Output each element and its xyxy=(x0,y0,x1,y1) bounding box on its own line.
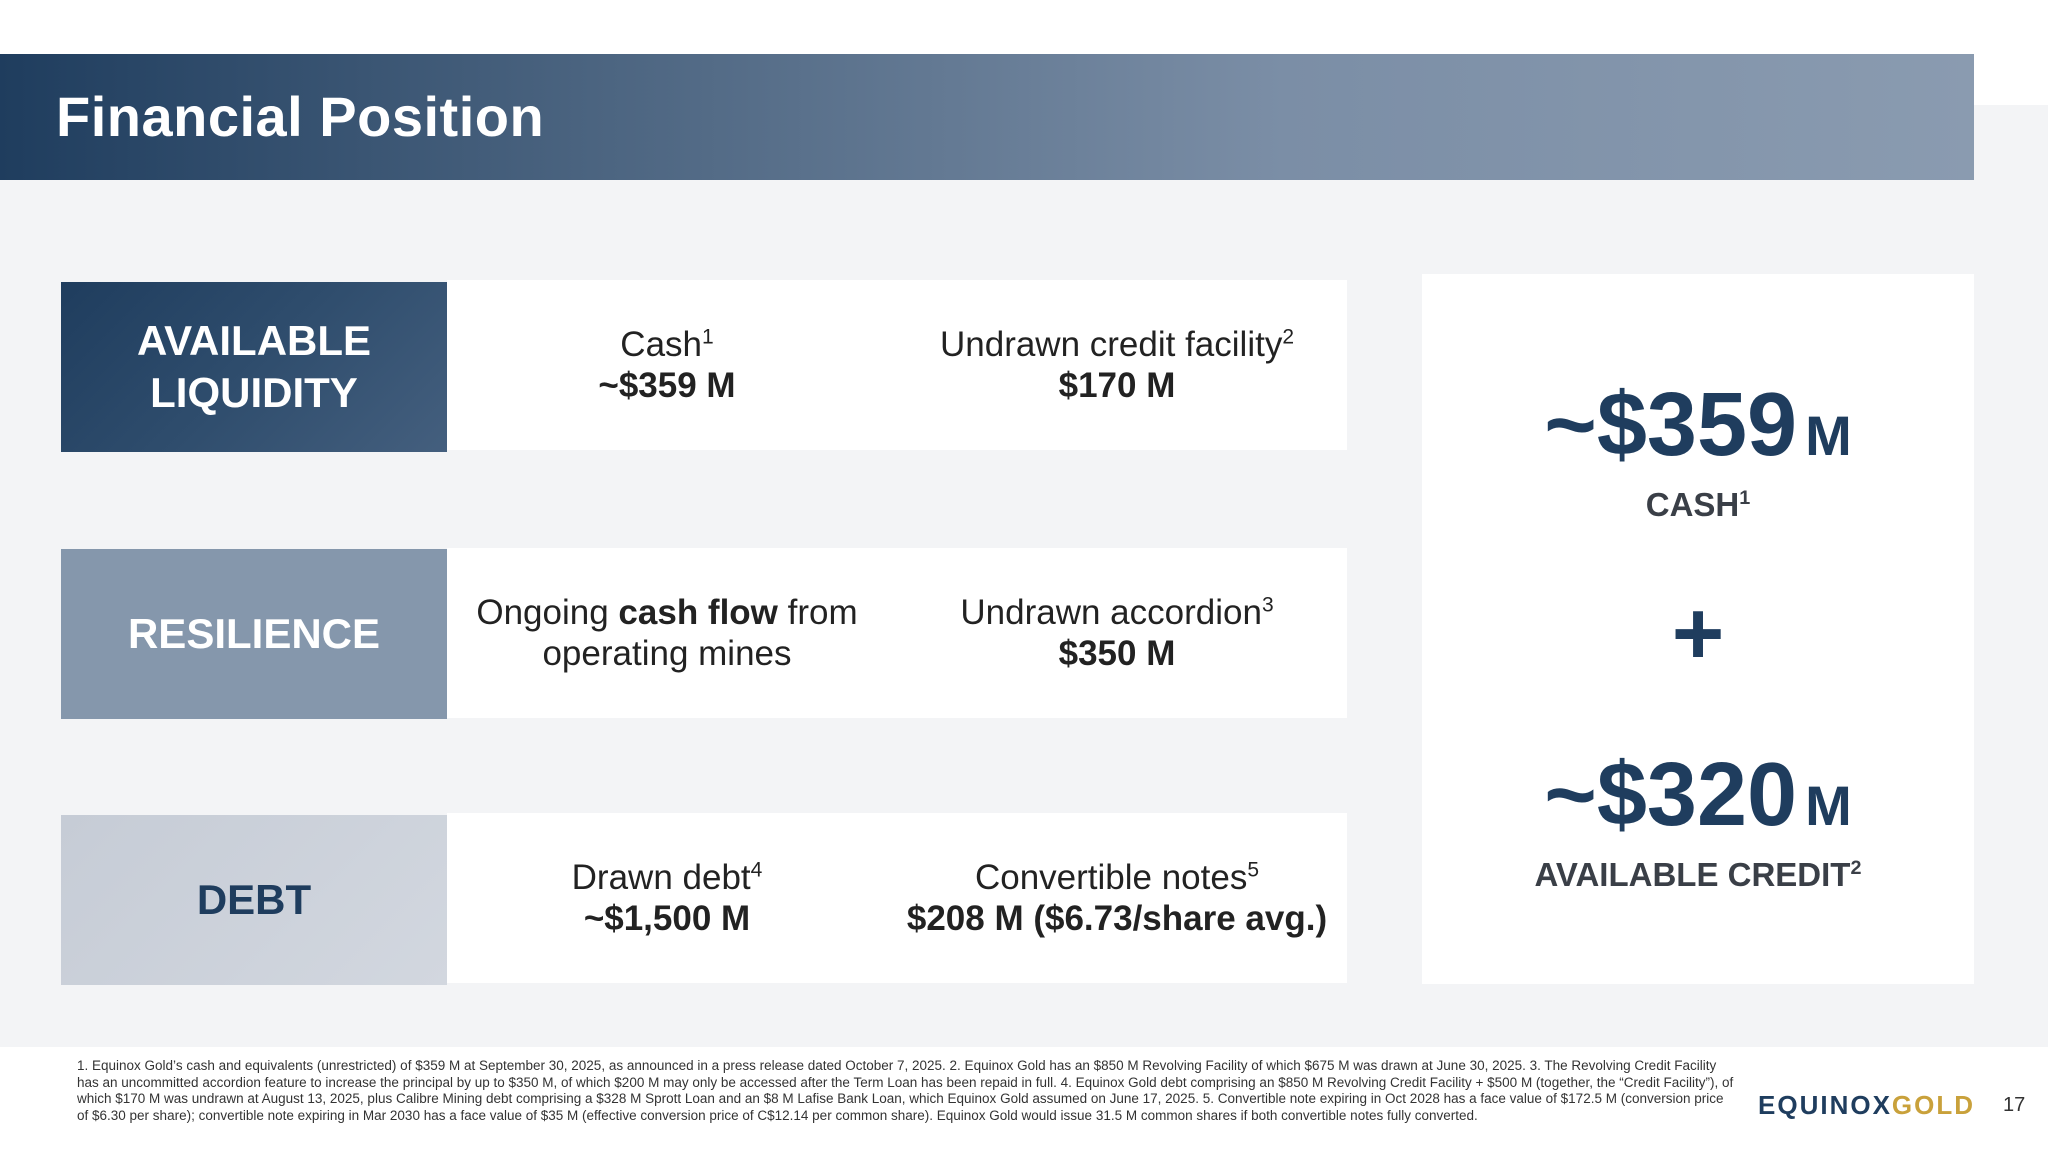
summary-credit-unit: M xyxy=(1805,774,1852,837)
cash-flow-line2: operating mines xyxy=(542,634,792,673)
convertible-notes-value: $208 M ($6.73/share avg.) xyxy=(906,899,1328,938)
page-number: 17 xyxy=(2003,1094,2026,1116)
cash-label: Cash1 xyxy=(620,325,714,364)
title-bar: Financial Position xyxy=(0,54,1974,180)
label-available-liquidity: AVAILABLE LIQUIDITY xyxy=(61,282,447,452)
undrawn-credit-facility-label: Undrawn credit facility2 xyxy=(939,325,1295,364)
summary-credit-amount: ~$320 M xyxy=(1422,744,1974,847)
cash-flow-line1: Ongoing cash flow from xyxy=(476,593,858,632)
summary-panel: ~$359 M CASH1 + ~$320 M AVAILABLE CREDIT2 xyxy=(1422,274,1974,984)
cell-undrawn-credit-facility: Undrawn credit facility2 $170 M xyxy=(887,280,1347,450)
summary-credit-value: ~$320 xyxy=(1544,745,1798,845)
row-label-text: RESILIENCE xyxy=(127,610,381,657)
cash-value: ~$359 M xyxy=(598,366,736,405)
plus-sign: + xyxy=(1671,584,1725,684)
label-resilience: RESILIENCE xyxy=(61,549,447,719)
page-title: Financial Position xyxy=(56,85,545,148)
card-debt: Drawn debt4 ~$1,500 M Convertible notes5… xyxy=(447,813,1347,983)
cell-drawn-debt: Drawn debt4 ~$1,500 M xyxy=(447,813,887,983)
cell-convertible-notes: Convertible notes5 $208 M ($6.73/share a… xyxy=(887,813,1347,983)
label-debt: DEBT xyxy=(61,815,447,985)
row-label-text: AVAILABLE LIQUIDITY xyxy=(136,317,372,416)
undrawn-accordion-label: Undrawn accordion3 xyxy=(960,593,1274,632)
undrawn-credit-facility-value: $170 M xyxy=(1058,366,1176,405)
summary-cash-value: ~$359 xyxy=(1544,375,1798,475)
cell-undrawn-accordion: Undrawn accordion3 $350 M xyxy=(887,548,1347,718)
convertible-notes-label: Convertible notes5 xyxy=(974,858,1260,897)
summary-cash-caption: CASH1 xyxy=(1645,486,1751,523)
undrawn-accordion-value: $350 M xyxy=(1058,634,1176,673)
equinox-gold-logo: EQUINOXGOLD xyxy=(1758,1090,1976,1120)
card-resilience: Ongoing cash flow from operating mines U… xyxy=(447,548,1347,718)
cell-cash: Cash1 ~$359 M xyxy=(447,280,887,450)
summary-cash-unit: M xyxy=(1805,404,1852,467)
footnotes: 1. Equinox Gold’s cash and equivalents (… xyxy=(77,1058,1734,1123)
row-label-text: DEBT xyxy=(196,876,312,923)
drawn-debt-label: Drawn debt4 xyxy=(571,858,763,897)
summary-cash-amount: ~$359 M xyxy=(1422,374,1974,477)
drawn-debt-value: ~$1,500 M xyxy=(583,899,751,938)
cell-cash-flow: Ongoing cash flow from operating mines xyxy=(447,548,887,718)
summary-credit-caption: AVAILABLE CREDIT2 xyxy=(1534,856,1862,893)
card-available-liquidity: Cash1 ~$359 M Undrawn credit facility2 $… xyxy=(447,280,1347,450)
